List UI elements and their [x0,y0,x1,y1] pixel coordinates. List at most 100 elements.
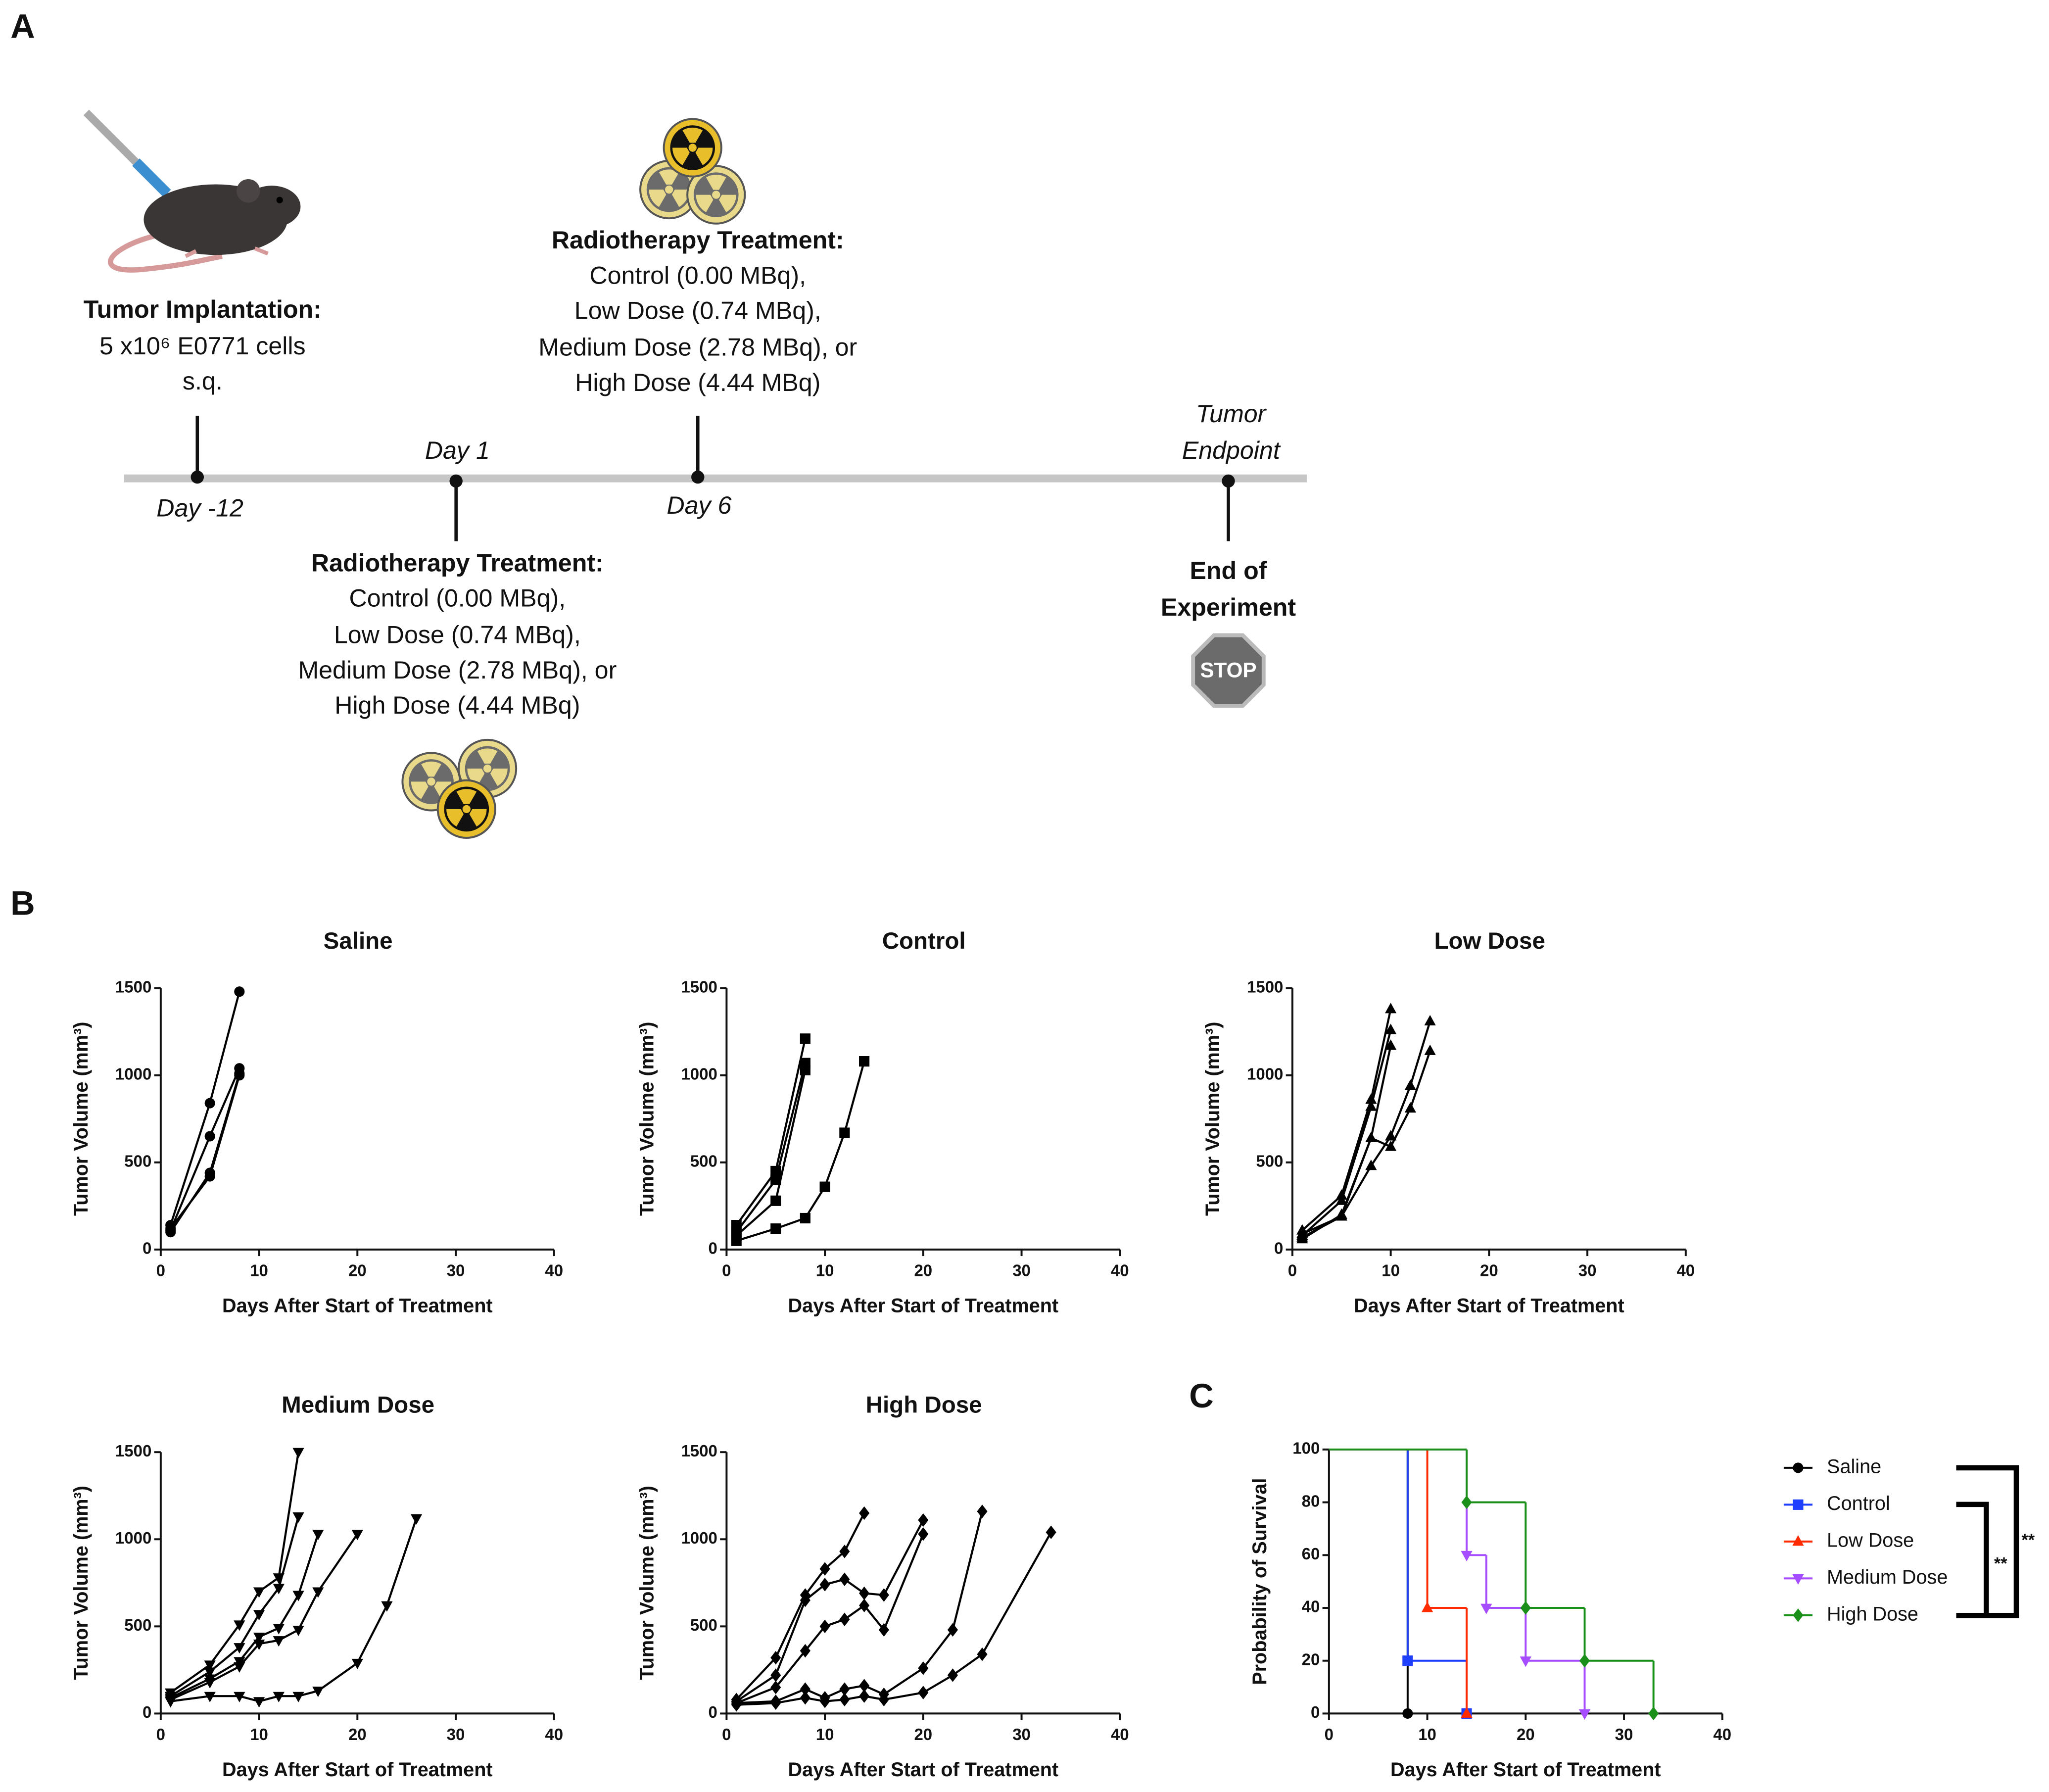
marker [1335,1194,1347,1205]
marker [1579,1653,1590,1668]
marker [819,1562,830,1576]
x-axis-label: Days After Start of Treatment [1354,1295,1624,1317]
marker [1461,1707,1473,1718]
marker [1365,1100,1377,1111]
marker [253,1587,265,1598]
x-tick-label: 20 [1480,1261,1498,1279]
y-tick-label: 500 [124,1152,151,1170]
legend-label: Medium Dose [1827,1566,1948,1588]
marker [731,1235,742,1246]
timeline-ticks [195,415,1230,541]
marker [839,1545,850,1558]
y-axis-label: Tumor Volume (mm³) [70,1022,92,1216]
marker [839,1682,850,1696]
marker [204,1667,216,1678]
legend-label: Low Dose [1827,1529,1914,1551]
legend-label: Saline [1827,1455,1881,1477]
marker [1335,1189,1347,1200]
marker [878,1588,889,1602]
x-tick-label: 0 [156,1261,165,1279]
y-tick-label: 1500 [681,977,717,996]
y-tick-label: 0 [709,1703,717,1721]
marker [800,1065,810,1075]
marker [273,1624,285,1635]
stop-text: STOP [1200,659,1256,682]
y-tick-label: 1500 [115,1442,151,1460]
marker [859,1598,870,1612]
x-tick-label: 20 [348,1261,367,1279]
marker [204,1692,216,1702]
treatment-line: Low Dose (0.74 MBq), [574,297,821,325]
y-tick-label: 0 [143,1703,151,1721]
x-tick-label: 20 [914,1725,932,1744]
y-axis-label: Tumor Volume (mm³) [636,1022,658,1216]
series-line [1301,1029,1392,1237]
marker [770,1650,781,1665]
marker [800,1593,810,1607]
marker [165,1697,177,1708]
series-line [170,1452,300,1694]
x-axis-label: Days After Start of Treatment [788,1295,1059,1317]
marker [1365,1160,1377,1170]
marker [1296,1231,1308,1242]
y-axis-label: Tumor Volume (mm³) [636,1486,658,1680]
marker [204,1098,215,1109]
marker [204,1171,215,1182]
annotation: ** [2021,1531,2035,1550]
x-tick-label: 0 [156,1725,165,1744]
marker [381,1601,393,1612]
chart-title: Control [882,928,966,954]
marker [312,1587,324,1598]
y-tick-label: 1500 [1247,977,1283,996]
marker [819,1181,830,1192]
marker [859,1689,870,1703]
series-line [169,1067,240,1231]
marker [292,1512,304,1523]
series-line [736,1061,865,1242]
marker [770,1668,781,1682]
timeline-dots [191,470,1235,488]
series-line [170,1516,300,1697]
marker [731,1698,742,1712]
marker [800,1644,810,1658]
y-tick-label: 1000 [115,1065,151,1083]
marker [1520,1601,1531,1615]
treatment-line: Medium Dose (2.78 MBq), or [538,334,857,361]
marker [1404,1079,1416,1090]
y-tick-label: 0 [1274,1239,1283,1258]
treatment-line: Control (0.00 MBq), [589,261,806,289]
mouse-icon [83,109,301,273]
x-tick-label: 20 [348,1725,367,1744]
marker [273,1636,285,1647]
x-tick-label: 20 [914,1261,932,1279]
marker [878,1693,889,1706]
y-axis-label: Probability of Survival [1249,1478,1271,1685]
marker [947,1668,958,1682]
implantation-title: Tumor Implantation: [84,295,322,323]
marker [1404,1102,1416,1113]
radiation-icon [663,118,722,178]
x-tick-label: 10 [250,1725,268,1744]
end-line: End of [1190,557,1267,584]
marker [918,1661,929,1675]
marker [1385,1003,1397,1014]
treatment-line: Control (0.00 MBq), [349,584,566,612]
marker [292,1625,304,1637]
x-tick-label: 40 [1713,1725,1731,1744]
marker [165,1223,176,1234]
marker [234,1692,245,1702]
marker [770,1174,781,1185]
x-tick-label: 10 [1418,1725,1436,1744]
treatment-line: High Dose (4.44 MBq) [334,691,580,719]
implantation-line: s.q. [183,367,223,395]
marker [204,1678,216,1689]
x-tick-label: 0 [722,1261,731,1279]
x-tick-label: 0 [722,1725,731,1744]
series-line [735,1512,865,1700]
marker [234,1620,245,1631]
marker [351,1530,363,1541]
marker [1648,1706,1659,1721]
y-tick-label: 500 [690,1616,717,1634]
